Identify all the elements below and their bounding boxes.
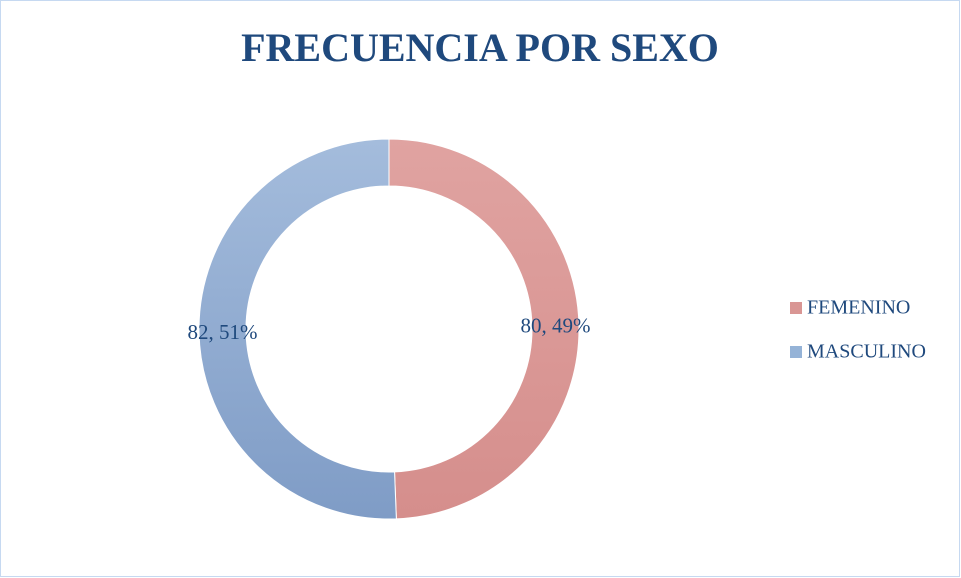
data-label: 80, 49% bbox=[520, 314, 590, 338]
chart-title: FRECUENCIA POR SEXO bbox=[241, 25, 719, 70]
legend-swatch bbox=[790, 346, 802, 358]
legend-swatch bbox=[790, 302, 802, 314]
legend-label: MASCULINO bbox=[807, 341, 926, 363]
data-label: 82, 51% bbox=[188, 320, 258, 344]
donut-segment bbox=[388, 138, 580, 520]
donut-segment bbox=[198, 138, 397, 520]
legend-label: FEMENINO bbox=[807, 297, 910, 319]
